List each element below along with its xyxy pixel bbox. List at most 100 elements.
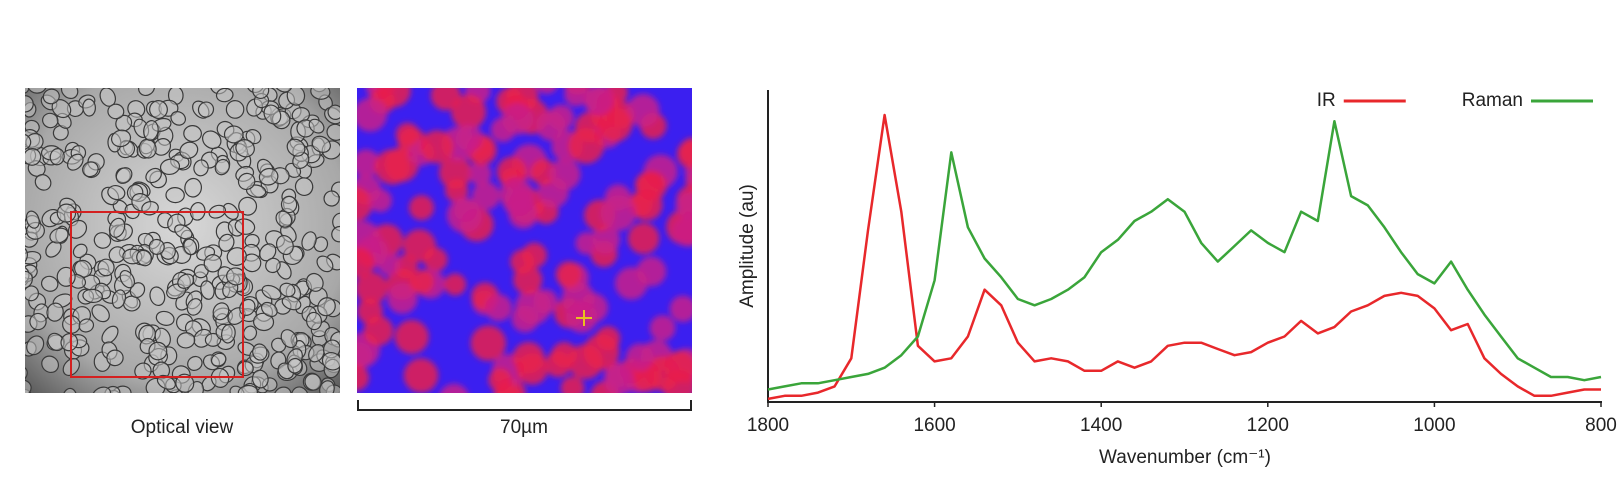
cell (91, 386, 112, 393)
cell-signal (440, 383, 468, 393)
cell (226, 267, 246, 286)
cell (25, 133, 32, 150)
cell (149, 286, 166, 307)
cell-signal (485, 294, 513, 322)
cell (25, 246, 28, 265)
cell-signal (614, 267, 648, 300)
cell-signal (386, 283, 418, 314)
cell-signal (470, 325, 507, 361)
cell (25, 148, 42, 166)
cell-signal (394, 319, 429, 354)
cell-signal (377, 252, 401, 276)
raman-map (357, 88, 692, 393)
y-axis-label: Amplitude (au) (737, 184, 758, 308)
cell-signal (363, 315, 394, 346)
cell (310, 88, 331, 100)
cell (203, 254, 222, 273)
cell (66, 153, 84, 171)
cell-signal (575, 232, 598, 255)
cell (176, 332, 196, 349)
cell (221, 323, 236, 344)
cell (215, 88, 234, 103)
cell (29, 312, 47, 331)
selection-box (70, 211, 244, 378)
x-tick-label: 1600 (913, 415, 955, 436)
cell (25, 366, 28, 382)
cell (226, 247, 247, 266)
cell (78, 318, 95, 333)
cell-signal (468, 162, 492, 186)
cell-signal (357, 271, 388, 305)
cell (280, 329, 298, 349)
cell (301, 231, 317, 251)
cell (148, 238, 165, 255)
cell (287, 357, 303, 374)
cell-signal (438, 156, 472, 189)
cell-signal (512, 341, 545, 374)
cell (26, 335, 45, 356)
cell-signal (510, 249, 535, 274)
cell (148, 341, 168, 361)
cell (149, 100, 168, 119)
cell-signal (357, 247, 375, 278)
cell (42, 88, 60, 105)
cell (138, 138, 157, 159)
cell-signal (662, 370, 692, 393)
cell (145, 167, 162, 184)
cell-signal (627, 222, 660, 255)
cell (273, 88, 293, 93)
cell-signal (595, 326, 621, 351)
cell (60, 333, 79, 352)
cell-signal (494, 383, 521, 393)
cell (290, 386, 309, 393)
cell (136, 249, 153, 267)
cell (115, 167, 133, 184)
cell (26, 88, 48, 94)
cell (281, 295, 302, 311)
cell (236, 360, 254, 377)
cell (25, 95, 34, 113)
cell (306, 311, 323, 331)
cell (52, 124, 69, 141)
cell (159, 158, 181, 176)
cell-signal (357, 97, 388, 132)
cell-signal (357, 186, 373, 222)
cell-signal (635, 171, 662, 199)
cell-signal (603, 364, 635, 393)
cell-signal (446, 197, 483, 233)
cell (286, 88, 306, 106)
cell (107, 184, 126, 201)
cell (331, 225, 340, 243)
cell (210, 352, 227, 367)
cell (25, 88, 30, 94)
cell (25, 379, 32, 393)
cell (321, 351, 340, 371)
cell-signal (600, 195, 637, 231)
cell (252, 88, 270, 100)
cell (197, 101, 215, 118)
cell-signal (451, 94, 487, 130)
cell (56, 203, 77, 223)
cell (49, 148, 65, 166)
cell (110, 129, 132, 148)
cell (91, 304, 110, 323)
cell (184, 177, 203, 198)
cell-signal (444, 273, 467, 296)
cell (243, 325, 258, 341)
cell-signal (515, 288, 552, 325)
cell-signal (445, 178, 469, 203)
cell (316, 255, 334, 273)
cell (97, 258, 115, 277)
cell (251, 369, 269, 389)
cell-signal (409, 269, 435, 294)
cell (327, 104, 340, 120)
x-tick-label: 1800 (747, 415, 789, 436)
cell (34, 174, 52, 191)
cell (82, 98, 96, 117)
x-tick-label: 1000 (1413, 415, 1455, 436)
cell (252, 343, 268, 361)
series-line (767, 119, 1602, 391)
cell-signal (578, 293, 609, 323)
